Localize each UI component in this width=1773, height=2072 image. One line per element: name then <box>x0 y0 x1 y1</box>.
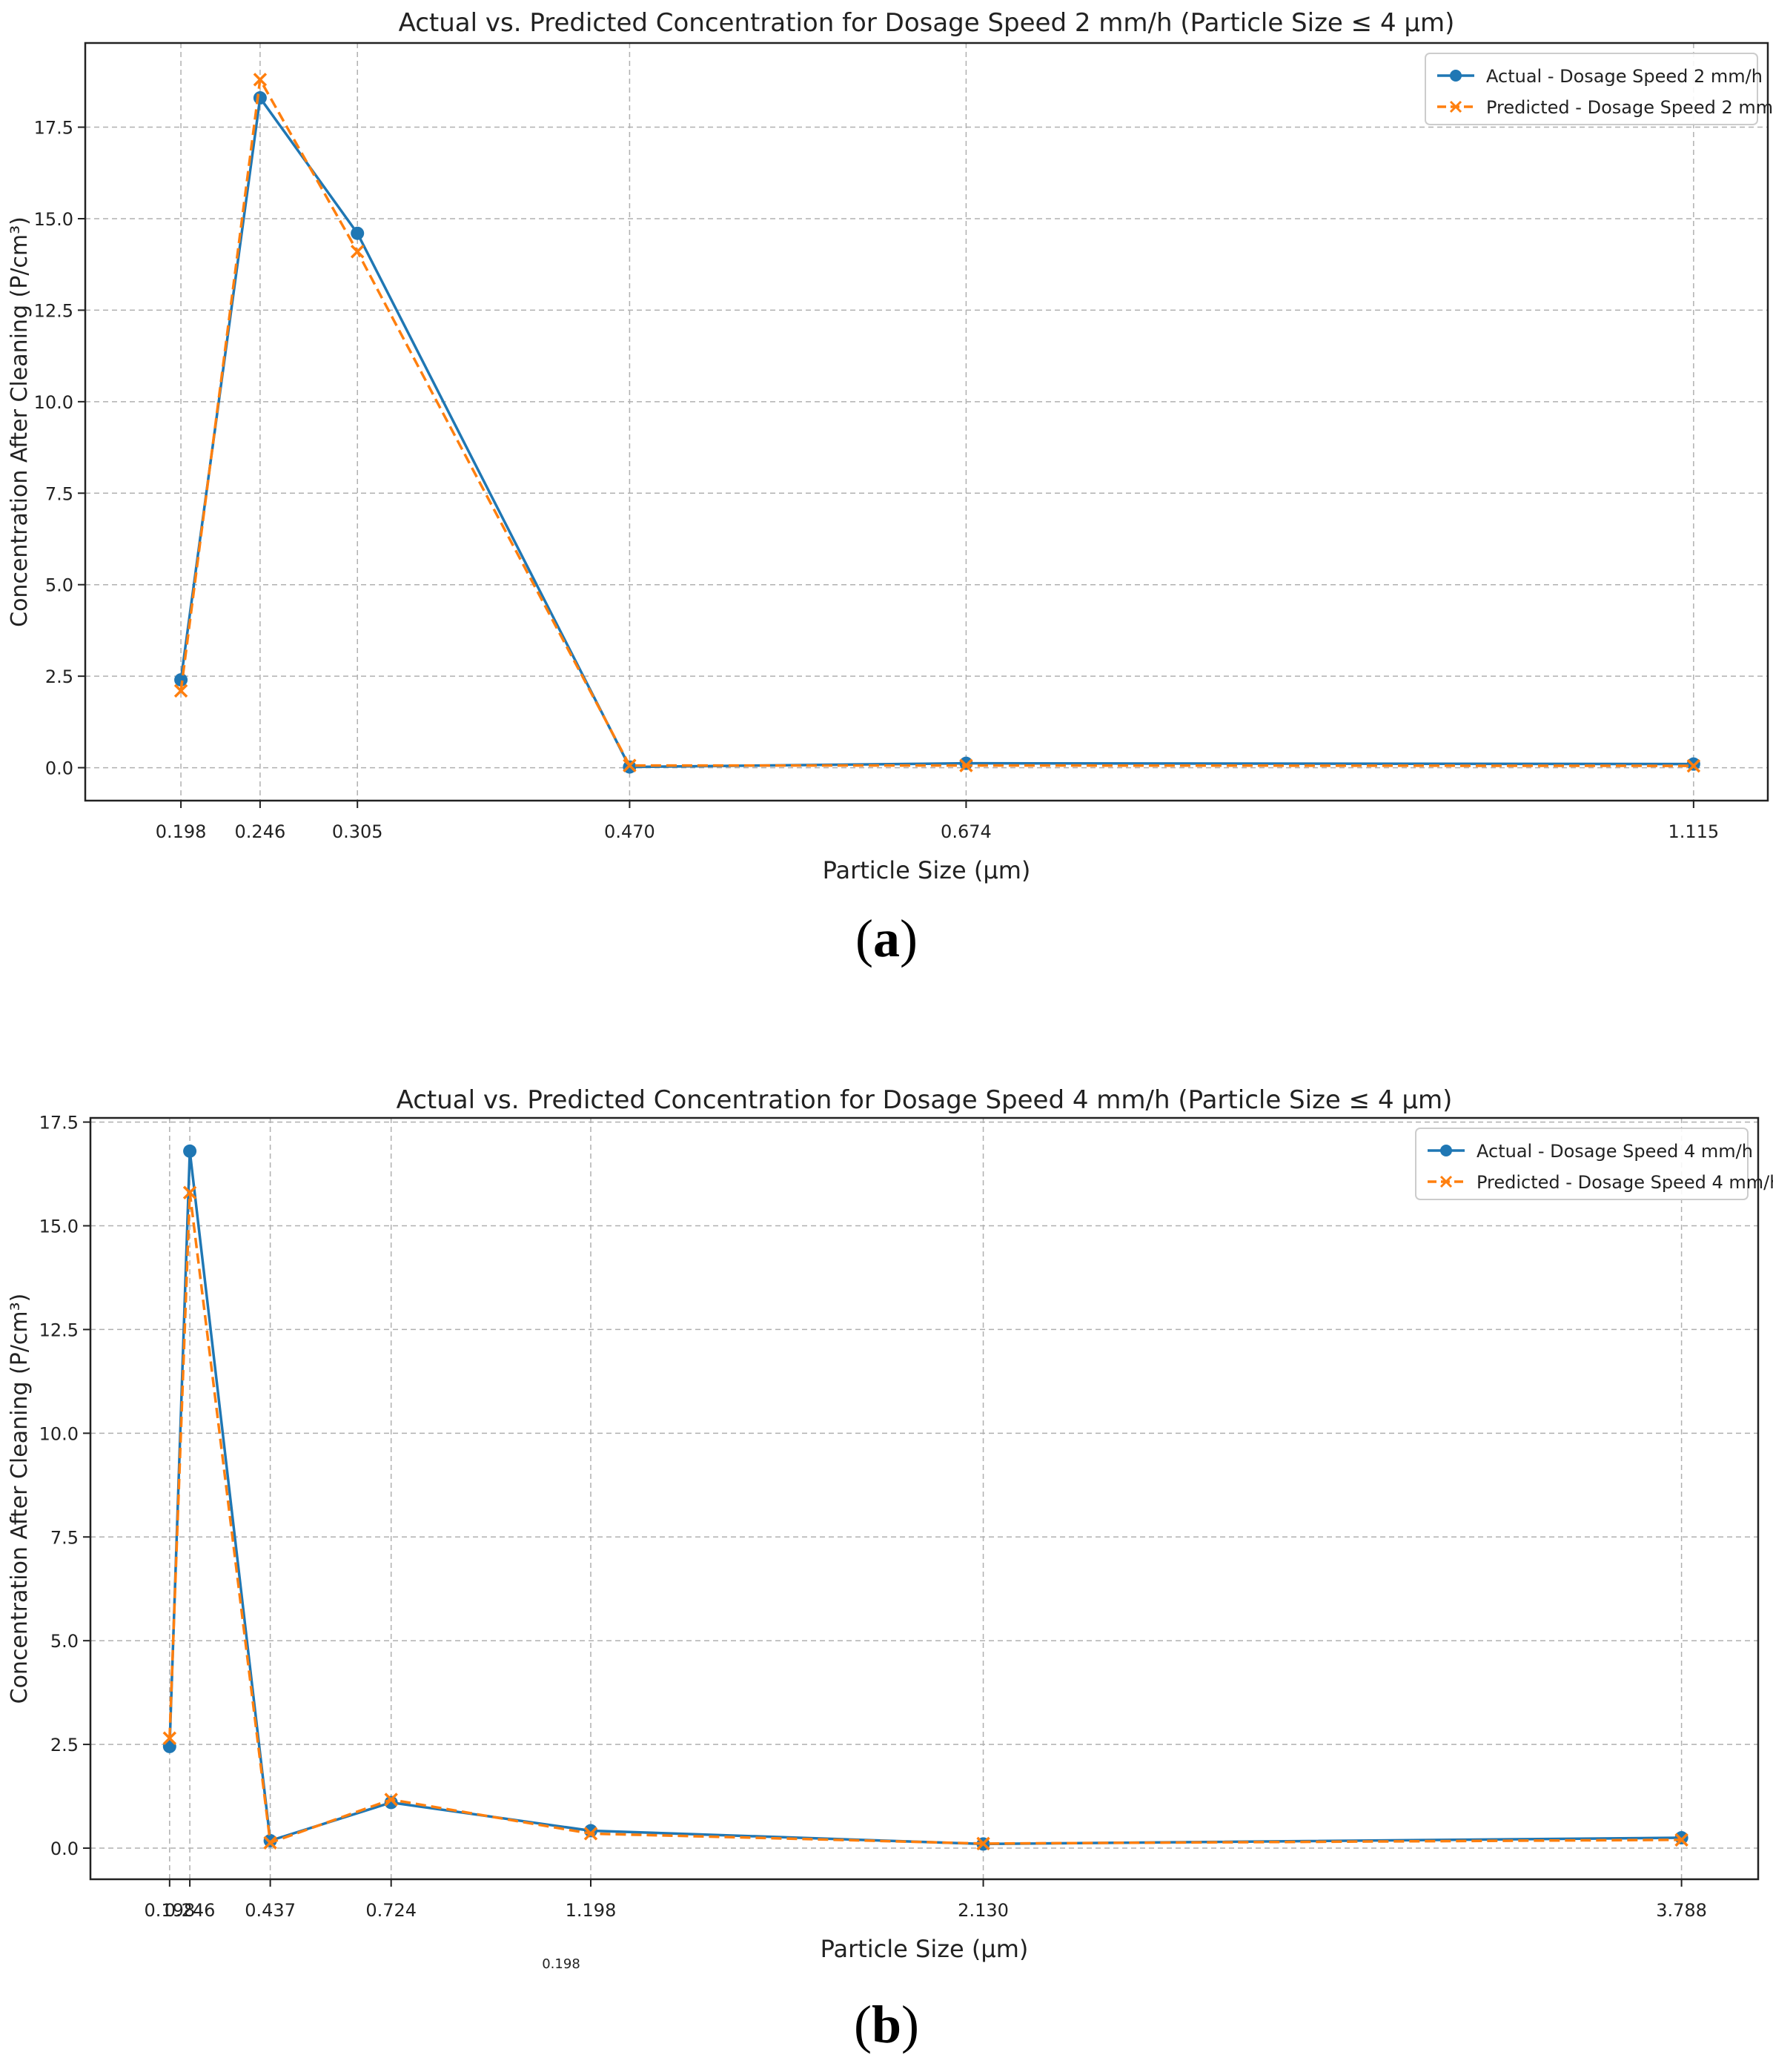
data-point-predicted <box>959 758 973 772</box>
x-marker-stroke <box>182 1185 197 1199</box>
x-marker-stroke <box>384 1793 398 1807</box>
data-point-actual <box>959 756 973 770</box>
x-marker-stroke <box>1674 1833 1689 1847</box>
plot-frame <box>84 42 1769 802</box>
x-marker-stroke <box>959 758 973 772</box>
y-tick-label: 0.0 <box>45 758 73 779</box>
legend-marker-circle <box>1440 1145 1452 1156</box>
line-chart-a: Actual vs. Predicted Concentration for D… <box>7 8 1773 884</box>
legend-label-predicted: Predicted - Dosage Speed 2 mm/h <box>1486 97 1773 118</box>
data-point-predicted <box>253 73 268 87</box>
x-tick-label: 0.470 <box>604 821 655 842</box>
x-marker-stroke <box>162 1731 177 1745</box>
y-tick-label: 7.5 <box>45 483 73 504</box>
x-tick-label: 0.246 <box>165 1900 216 1921</box>
x-marker-stroke <box>583 1827 598 1841</box>
legend-label-predicted: Predicted - Dosage Speed 4 mm/h <box>1477 1172 1773 1193</box>
data-point-predicted <box>583 1827 598 1841</box>
data-point-predicted <box>162 1731 177 1745</box>
data-point-predicted <box>182 1185 197 1199</box>
y-tick-label: 2.5 <box>50 1735 79 1755</box>
data-point-predicted <box>173 684 188 698</box>
y-tick-label: 0.0 <box>50 1838 79 1859</box>
x-tick-label: 0.305 <box>332 821 383 842</box>
y-tick-label: 15.0 <box>34 209 73 230</box>
line-chart-b: Actual vs. Predicted Concentration for D… <box>7 1085 1773 1972</box>
data-point-predicted <box>263 1836 277 1850</box>
x-tick-label: 0.674 <box>941 821 992 842</box>
chart-panel-b: Actual vs. Predicted Concentration for D… <box>0 1079 1773 2072</box>
x-tick-label: 3.788 <box>1656 1900 1707 1921</box>
chart-title: Actual vs. Predicted Concentration for D… <box>399 8 1455 38</box>
caption-a: (a) <box>855 909 918 968</box>
y-tick-label: 2.5 <box>45 666 73 687</box>
x-marker-stroke <box>173 684 188 698</box>
y-tick-label: 10.0 <box>34 392 73 413</box>
x-tick-label: 0.437 <box>245 1900 296 1921</box>
x-tick-label: 0.246 <box>235 821 286 842</box>
y-tick-label: 10.0 <box>39 1423 79 1444</box>
y-tick-label: 7.5 <box>50 1527 79 1548</box>
data-point-predicted <box>976 1836 990 1851</box>
data-point-actual <box>351 226 365 240</box>
x-marker-stroke <box>1686 758 1701 773</box>
caption-a-letter: a <box>873 909 900 968</box>
caption-b-letter: b <box>871 1995 902 2054</box>
y-axis-title: Concentration After Cleaning (P/cm³) <box>7 1294 33 1704</box>
x-axis-title: Particle Size (µm) <box>821 1935 1029 1963</box>
data-point-predicted <box>623 758 637 772</box>
legend-label-actual: Actual - Dosage Speed 4 mm/h <box>1477 1141 1753 1162</box>
series-line-actual <box>179 96 1694 769</box>
legend-box <box>1415 1128 1749 1200</box>
data-point-predicted <box>1686 758 1701 773</box>
series-line-predicted <box>168 1191 1682 1845</box>
stray-tick-label: 0.198 <box>542 1956 580 1972</box>
legend-marker-x <box>1439 1175 1453 1188</box>
y-axis-title: Concentration After Cleaning (P/cm³) <box>7 216 33 627</box>
series-line-predicted <box>179 78 1694 767</box>
x-tick-label: 1.198 <box>566 1900 617 1921</box>
data-point-actual <box>1674 1831 1689 1845</box>
x-marker-stroke <box>623 758 637 772</box>
y-tick-label: 15.0 <box>39 1217 79 1237</box>
x-marker-stroke <box>253 73 268 87</box>
legend-marker-circle <box>1450 70 1462 82</box>
y-tick-label: 12.5 <box>39 1320 79 1340</box>
x-tick-label: 1.115 <box>1668 821 1719 842</box>
y-tick-label: 5.0 <box>45 575 73 596</box>
legend-box <box>1425 53 1758 125</box>
data-point-predicted <box>384 1793 398 1807</box>
x-axis-title: Particle Size (µm) <box>823 856 1031 884</box>
x-tick-label: 0.724 <box>365 1900 417 1921</box>
x-tick-label: 0.198 <box>156 821 207 842</box>
data-point-predicted <box>1674 1833 1689 1847</box>
y-tick-label: 5.0 <box>50 1631 79 1652</box>
plot-frame <box>89 1116 1760 1881</box>
legend: Actual - Dosage Speed 4 mm/h Predicted - … <box>1415 1128 1773 1200</box>
legend-marker-x <box>1449 100 1462 113</box>
chart-title: Actual vs. Predicted Concentration for D… <box>397 1085 1453 1115</box>
y-tick-label: 17.5 <box>39 1113 79 1133</box>
series-line-actual <box>168 1150 1682 1846</box>
chart-panel-a: Actual vs. Predicted Concentration for D… <box>0 0 1773 986</box>
legend-label-actual: Actual - Dosage Speed 2 mm/h <box>1486 66 1763 87</box>
x-tick-label: 0.198 <box>144 1900 195 1921</box>
data-point-actual <box>183 1144 197 1158</box>
caption-b: (b) <box>853 1995 919 2054</box>
data-point-actual <box>253 91 267 105</box>
data-point-predicted <box>350 245 365 259</box>
x-marker-stroke <box>263 1836 277 1850</box>
y-tick-label: 17.5 <box>34 118 73 139</box>
x-marker-stroke <box>350 245 365 259</box>
y-tick-label: 12.5 <box>34 300 73 321</box>
data-point-actual <box>174 673 188 687</box>
legend: Actual - Dosage Speed 2 mm/h Predicted - … <box>1425 53 1773 125</box>
x-marker-stroke <box>976 1836 990 1851</box>
x-tick-label: 2.130 <box>958 1900 1009 1921</box>
